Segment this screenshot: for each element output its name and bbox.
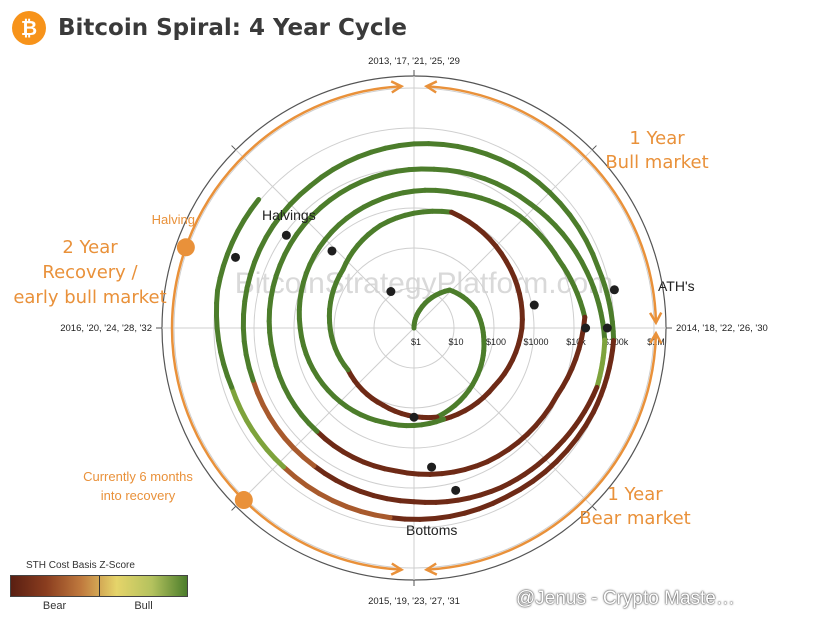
spiral-segment bbox=[547, 189, 563, 206]
outer-tick bbox=[231, 505, 237, 511]
bear-market-arc bbox=[428, 335, 658, 571]
bull-market-label-line-1: Bull market bbox=[605, 152, 708, 173]
spiral-segment bbox=[462, 506, 482, 516]
background-watermark: BitcoinStrategyPlatform.com bbox=[235, 267, 613, 300]
radial-tick-label: $100k bbox=[604, 337, 629, 347]
bull-market-arc-arrowhead bbox=[648, 311, 663, 326]
spiral-segment bbox=[504, 486, 523, 500]
spiral-segment bbox=[476, 500, 496, 512]
bear-market-label-line-0: 1 Year bbox=[607, 484, 663, 505]
spiral-segment bbox=[387, 515, 408, 522]
recovery-arc-arrowhead bbox=[390, 80, 405, 94]
grid-spoke bbox=[235, 327, 415, 507]
radial-tick-label: $10k bbox=[566, 337, 586, 347]
chart-title: Bitcoin Spiral: 4 Year Cycle bbox=[58, 15, 407, 41]
spiral-segment bbox=[567, 212, 581, 230]
ath-marker bbox=[609, 285, 619, 295]
bottom-marker bbox=[409, 412, 419, 422]
halving-marker bbox=[386, 287, 396, 297]
recovery-arc-arrowhead bbox=[390, 562, 405, 576]
legend-bull-label: Bull bbox=[134, 600, 153, 612]
spiral-segment bbox=[574, 423, 589, 442]
radial-tick-label: $10 bbox=[448, 337, 463, 347]
angle-label-right: 2014, '18, '22, '26, '30 bbox=[676, 323, 768, 334]
spiral-segment bbox=[523, 170, 541, 185]
recovery-label-line-1: Recovery / bbox=[42, 262, 138, 283]
spiral-segment bbox=[535, 179, 553, 195]
bottom-marker bbox=[427, 462, 437, 472]
halving-marker bbox=[231, 252, 241, 262]
legend-bear-label: Bear bbox=[42, 600, 67, 612]
current-status-label-line-1: into recovery bbox=[101, 488, 176, 503]
halvings-annotation: Halvings bbox=[262, 207, 316, 223]
bottom-marker bbox=[451, 485, 461, 495]
spiral-segment bbox=[590, 251, 601, 271]
spiral-segment bbox=[583, 409, 596, 429]
ath-marker bbox=[602, 323, 612, 333]
spiral-segment bbox=[564, 436, 580, 454]
bear-market-arc-arrowhead bbox=[648, 330, 663, 345]
aths-annotation: ATH's bbox=[658, 278, 695, 294]
bull-market-arc-arrowhead bbox=[423, 80, 438, 94]
spiral-segment bbox=[517, 478, 536, 492]
angle-label-left: 2016, '20, '24, '28, '32 bbox=[60, 323, 152, 334]
outer-tick bbox=[591, 145, 597, 151]
spiral-segment bbox=[575, 224, 589, 243]
radial-tick-label: $1000 bbox=[523, 337, 548, 347]
spiral-segment bbox=[248, 196, 262, 213]
legend-title: STH Cost Basis Z-Score bbox=[26, 560, 135, 571]
current-position-dot bbox=[234, 491, 253, 510]
spiral-segment bbox=[372, 512, 393, 521]
color-legend: STH Cost Basis Z-Score Bear Bull bbox=[10, 560, 188, 612]
bear-market-label-line-1: Bear market bbox=[579, 508, 690, 529]
bull-market-arc bbox=[428, 85, 658, 321]
angle-label-bottom: 2015, '19, '23, '27, '31 bbox=[368, 596, 460, 607]
spiral-segment bbox=[490, 494, 510, 506]
ath-marker bbox=[529, 300, 539, 310]
recovery-label-line-2: early bull market bbox=[13, 287, 166, 308]
recovery-label-line-0: 2 Year bbox=[62, 237, 118, 258]
spiral-segment bbox=[417, 515, 438, 522]
spiral-segment bbox=[447, 510, 468, 519]
grid-spoke bbox=[413, 149, 593, 329]
legend-color-bar bbox=[10, 575, 188, 597]
spiral-segment bbox=[432, 513, 453, 521]
grid-spoke bbox=[413, 327, 593, 507]
outer-tick bbox=[591, 505, 597, 511]
halving-marker bbox=[281, 230, 291, 240]
radial-tick-label: $100 bbox=[486, 337, 506, 347]
bitcoin-logo-icon: ₿ bbox=[12, 11, 46, 45]
recovery-arc bbox=[170, 85, 400, 571]
halving-label: Halving bbox=[152, 212, 195, 227]
header: ₿ Bitcoin Spiral: 4 Year Cycle bbox=[12, 10, 407, 46]
spiral-segment bbox=[542, 459, 559, 475]
spiral-segment bbox=[553, 448, 570, 465]
angle-label-top: 2013, '17, '21, '25, '29 bbox=[368, 56, 460, 67]
spiral-segment bbox=[530, 469, 548, 484]
halving-marker bbox=[327, 246, 337, 256]
bull-market-label-line-0: 1 Year bbox=[629, 128, 685, 149]
spiral-segment bbox=[583, 237, 596, 257]
ath-marker bbox=[581, 323, 591, 333]
bottoms-annotation: Bottoms bbox=[406, 522, 457, 538]
bear-market-arc-arrowhead bbox=[423, 562, 438, 576]
outer-tick bbox=[231, 145, 237, 151]
current-status-label-line-0: Currently 6 months bbox=[83, 469, 193, 484]
halving-dot bbox=[176, 238, 195, 257]
spiral-segment bbox=[557, 200, 573, 218]
watermark-text: @Jenus - Crypto Maste… bbox=[516, 588, 735, 609]
radial-tick-label: $1 bbox=[411, 337, 421, 347]
